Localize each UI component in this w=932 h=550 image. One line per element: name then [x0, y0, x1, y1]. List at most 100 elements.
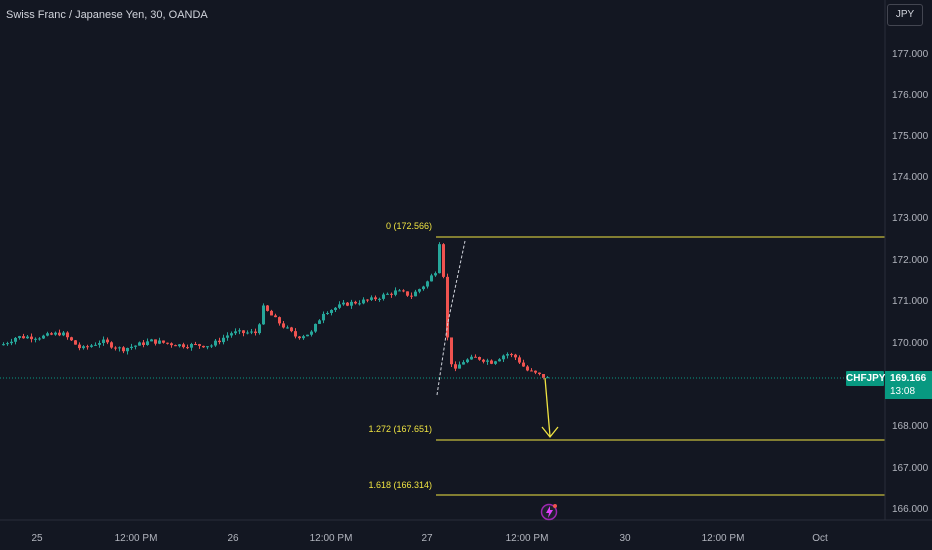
candle-body: [426, 281, 429, 287]
currency-button[interactable]: JPY: [887, 4, 923, 26]
price-label: 173.000: [892, 213, 929, 224]
candle-body: [346, 302, 349, 306]
candle-body: [178, 344, 181, 347]
candle-body: [434, 273, 437, 276]
candle-body: [458, 364, 461, 369]
bar-countdown: 13:08: [890, 386, 916, 397]
candle-body: [22, 336, 25, 339]
candle-body: [334, 307, 337, 310]
price-label: 176.000: [892, 90, 929, 101]
candle-body: [238, 330, 241, 332]
candle-body: [526, 366, 529, 371]
candle-body: [18, 336, 21, 338]
candle-body: [66, 332, 69, 338]
candle-body: [166, 342, 169, 344]
candle-body: [418, 289, 421, 292]
candle-body: [182, 344, 185, 348]
candle-body: [398, 290, 401, 292]
candle-body: [146, 341, 149, 345]
candle-body: [254, 331, 257, 334]
candle-body: [462, 362, 465, 365]
candle-body: [290, 327, 293, 332]
price-label: 171.000: [892, 296, 929, 307]
candle-body: [170, 343, 173, 346]
candle-body: [322, 313, 325, 321]
candle-body: [438, 244, 441, 274]
candle-body: [274, 315, 277, 318]
candle-body: [394, 290, 397, 295]
candle-body: [210, 345, 213, 347]
candle-body: [530, 370, 533, 372]
candle-body: [218, 340, 221, 343]
candle-body: [70, 337, 73, 341]
candle-body: [206, 346, 209, 348]
candle-body: [378, 298, 381, 300]
candle-body: [522, 362, 525, 367]
candle-body: [362, 299, 365, 304]
candle-body: [114, 347, 117, 349]
trend-line-upper[interactable]: [447, 240, 466, 323]
candle-body: [514, 354, 517, 358]
candle-body: [126, 347, 129, 352]
candle-body: [98, 343, 101, 345]
time-label: 27: [421, 533, 433, 544]
candle-body: [78, 344, 81, 349]
projection-arrow[interactable]: [541, 377, 559, 439]
candle-body: [82, 346, 85, 349]
candle-body: [106, 339, 109, 343]
candle-body: [74, 340, 77, 345]
time-label: Oct: [812, 533, 828, 544]
candle-body: [226, 335, 229, 338]
candle-body: [270, 310, 273, 316]
candle-body: [502, 355, 505, 360]
candle-body: [138, 342, 141, 346]
candle-body: [354, 301, 357, 304]
fib-level-1618-label: 1.618 (166.314): [368, 480, 432, 490]
candle-body: [390, 293, 393, 295]
candle-body: [174, 345, 177, 347]
candle-body: [382, 294, 385, 299]
candle-body: [450, 337, 453, 365]
candle-body: [486, 360, 489, 362]
candle-body: [310, 331, 313, 335]
candle-body: [2, 344, 5, 346]
candle-body: [26, 336, 29, 339]
candle-body: [498, 359, 501, 362]
candle-body: [350, 301, 353, 306]
symbol-title[interactable]: Swiss Franc / Japanese Yen, 30, OANDA: [6, 9, 208, 21]
candle-body: [190, 344, 193, 348]
candle-body: [58, 332, 61, 336]
candle-body: [342, 302, 345, 305]
candle-body: [150, 339, 153, 342]
candle-body: [142, 342, 145, 345]
time-axis[interactable]: 25 12:00 PM 26 12:00 PM 27 12:00 PM 30 1…: [0, 519, 932, 544]
candle-body: [90, 345, 93, 347]
candle-body: [54, 332, 57, 335]
candle-body: [102, 339, 105, 344]
current-price-value: 169.166: [890, 373, 927, 384]
candle-body: [30, 336, 33, 340]
candle-body: [282, 323, 285, 328]
price-axis[interactable]: 177.000 176.000 175.000 174.000 173.000 …: [884, 0, 929, 520]
candle-body: [374, 297, 377, 300]
candle-body: [294, 331, 297, 337]
time-label: 12:00 PM: [506, 533, 549, 544]
candle-body: [162, 340, 165, 343]
candle-body: [118, 347, 121, 349]
candle-body: [266, 305, 269, 311]
candle-body: [406, 291, 409, 296]
candle-body: [422, 286, 425, 290]
candle-body: [242, 330, 245, 334]
candle-body: [10, 341, 13, 344]
candle-body: [482, 359, 485, 362]
candle-body: [358, 303, 361, 305]
lightning-icon[interactable]: [540, 503, 558, 521]
trend-line-lower[interactable]: [436, 321, 449, 396]
candle-body: [474, 356, 477, 358]
candle-body: [234, 331, 237, 334]
price-label: 177.000: [892, 49, 929, 60]
candle-body: [494, 361, 497, 364]
candle-body: [314, 323, 317, 332]
candle-body: [62, 332, 65, 336]
